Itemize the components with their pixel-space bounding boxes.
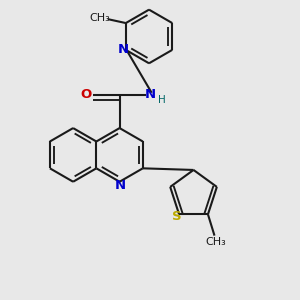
Text: O: O [81, 88, 92, 101]
Text: CH₃: CH₃ [206, 237, 226, 247]
Text: N: N [145, 88, 156, 100]
Text: N: N [115, 178, 126, 191]
Text: CH₃: CH₃ [89, 13, 110, 23]
Text: S: S [172, 210, 181, 223]
Text: H: H [158, 95, 165, 105]
Text: N: N [118, 43, 129, 56]
